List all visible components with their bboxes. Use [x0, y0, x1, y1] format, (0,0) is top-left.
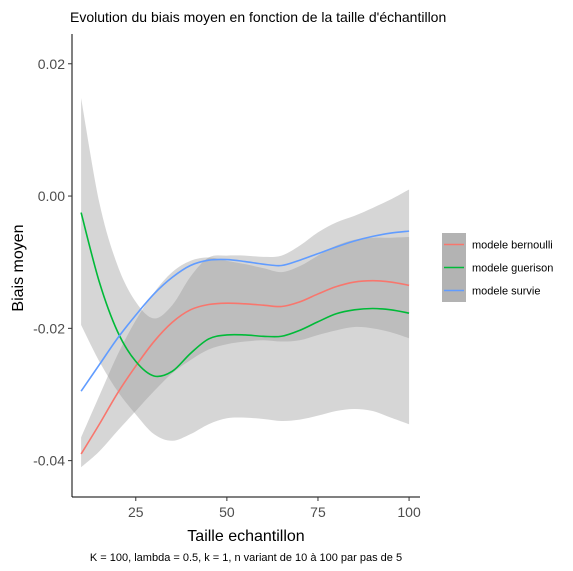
- x-tick-label: 50: [219, 504, 235, 520]
- confidence-bands: [81, 98, 410, 468]
- axes: 25 50 75 100 -0.04 -0.02 0.00 0.02: [33, 34, 421, 520]
- legend-label: modele bernoulli: [472, 240, 553, 252]
- x-tick-label: 100: [397, 504, 421, 520]
- confidence-band-2: [81, 98, 410, 441]
- confidence-band-1: [81, 237, 410, 468]
- series-line-1: [80, 279, 410, 455]
- x-axis-title: Taille echantillon: [187, 528, 304, 545]
- y-tick-label: 0.02: [38, 56, 65, 72]
- legend: modele bernoulli modele guerison modele su…: [442, 233, 553, 302]
- y-tick-label: 0.00: [38, 188, 65, 204]
- y-axis-title: Biais moyen: [10, 224, 27, 311]
- x-tick-label: 75: [310, 504, 326, 520]
- y-tick-label: -0.04: [33, 453, 65, 469]
- chart-title: Evolution du biais moyen en fonction de …: [70, 9, 446, 25]
- x-tick-label: 25: [128, 504, 144, 520]
- legend-label: modele survie: [472, 286, 540, 298]
- series-lines: [80, 212, 410, 455]
- y-tick-label: -0.02: [33, 320, 65, 336]
- legend-label: modele guerison: [472, 263, 553, 275]
- series-line-3: [80, 230, 410, 392]
- series-line-2: [80, 212, 410, 378]
- chart-caption: K = 100, lambda = 0.5, k = 1, n variant …: [90, 552, 402, 564]
